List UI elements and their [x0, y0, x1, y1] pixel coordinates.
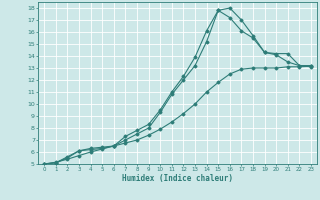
X-axis label: Humidex (Indice chaleur): Humidex (Indice chaleur) — [122, 174, 233, 183]
